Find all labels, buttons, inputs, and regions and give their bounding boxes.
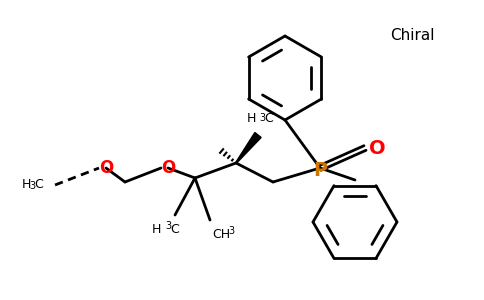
Text: 3: 3: [29, 181, 35, 191]
Text: P: P: [313, 160, 327, 179]
Text: C: C: [264, 112, 273, 125]
Text: H: H: [22, 178, 31, 190]
Text: O: O: [161, 159, 175, 177]
Text: H: H: [247, 112, 256, 125]
Text: CH: CH: [212, 228, 230, 241]
Text: H: H: [151, 223, 161, 236]
Text: C: C: [34, 178, 43, 190]
Text: Chiral: Chiral: [390, 28, 435, 43]
Text: 3: 3: [165, 221, 171, 231]
Text: 3: 3: [228, 226, 234, 236]
Polygon shape: [236, 133, 261, 163]
Text: O: O: [369, 139, 386, 158]
Text: C: C: [170, 223, 179, 236]
Text: 3: 3: [259, 113, 265, 123]
Text: O: O: [99, 159, 113, 177]
